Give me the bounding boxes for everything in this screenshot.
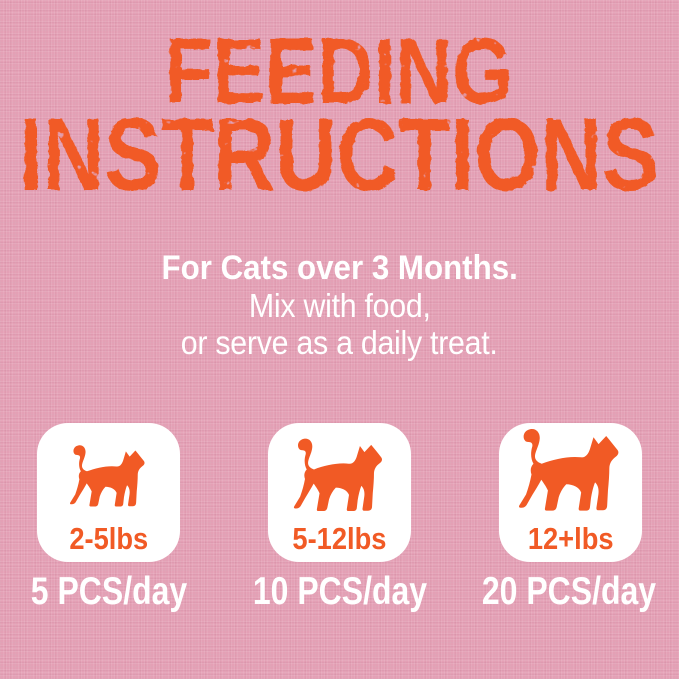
weight-label: 12+lbs bbox=[527, 521, 614, 556]
subtitle-age-text: For Cats over 3 Months. bbox=[161, 249, 518, 287]
dose-label-small: 5 PCS/day bbox=[30, 570, 188, 613]
subtitle-treat-line: or serve as a daily treat. bbox=[0, 324, 679, 361]
subtitle-block: For Cats over 3 Months. Mix with food, o… bbox=[0, 250, 679, 362]
dose-label-medium: 10 PCS/day bbox=[252, 570, 428, 613]
subtitle-mix-line: Mix with food, bbox=[0, 287, 679, 324]
weight-card-small: 2-5lbs bbox=[37, 423, 180, 562]
title-line-1: FEEDING bbox=[165, 19, 513, 123]
weight-card-medium: 5-12lbs bbox=[268, 423, 411, 562]
page-title: FEEDING INSTRUCTIONS bbox=[19, 19, 659, 210]
subtitle-age-line: For Cats over 3 Months. bbox=[0, 250, 679, 287]
subtitle-treat-text: or serve as a daily treat. bbox=[181, 324, 498, 361]
cat-walking-icon bbox=[518, 428, 618, 511]
cat-walking-icon bbox=[293, 438, 382, 512]
weight-cards-row: 2-5lbs 5-12lbs 12+lbs bbox=[0, 423, 679, 562]
dose-label-large: 20 PCS/day bbox=[481, 570, 657, 613]
weight-card-large: 12+lbs bbox=[499, 423, 642, 562]
cat-walking-icon bbox=[69, 445, 145, 507]
weight-label: 2-5lbs bbox=[69, 521, 148, 556]
weight-label: 5-12lbs bbox=[292, 521, 387, 556]
subtitle-mix-text: Mix with food, bbox=[248, 287, 431, 324]
title-line-2: INSTRUCTIONS bbox=[19, 97, 659, 210]
